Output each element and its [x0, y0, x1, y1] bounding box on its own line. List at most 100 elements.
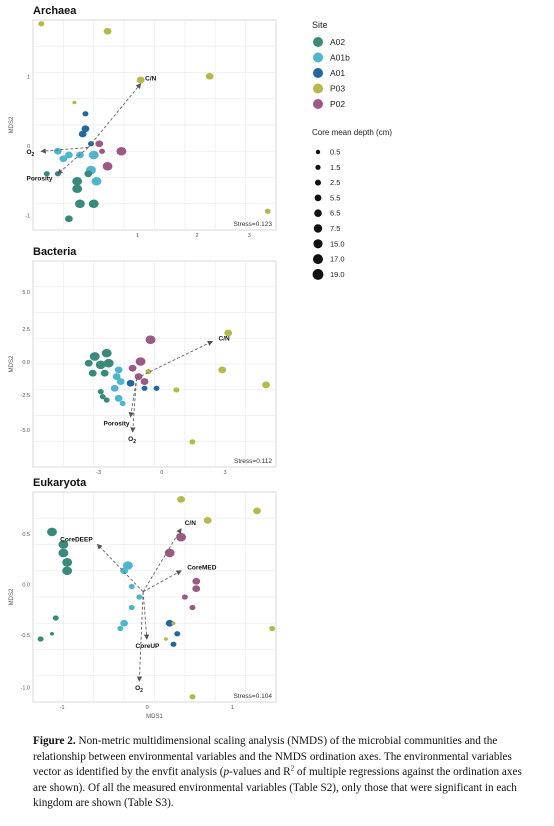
legend-site-swatch [313, 52, 323, 63]
legend-site-label: A01b [330, 53, 350, 63]
data-point-p03 [253, 507, 261, 515]
x-tick-label: 1 [136, 233, 139, 239]
data-point-a02 [88, 369, 97, 377]
figure-label: Figure 2. [33, 735, 76, 747]
data-point-p02 [116, 146, 127, 156]
legend-depth-label: 2.5 [330, 178, 340, 187]
x-tick-label: 3 [248, 233, 251, 239]
y-tick-label: -1.0 [21, 685, 30, 691]
legend-depth-swatch [315, 149, 321, 155]
data-point-p02 [145, 335, 156, 345]
legend-site-label: A02 [330, 37, 345, 47]
data-point-p03 [163, 637, 168, 641]
y-tick-label: 5.0 [22, 290, 30, 296]
vector-label: O2 [135, 685, 143, 694]
caption-text-2: -values and R [229, 766, 291, 778]
data-point-a01b [114, 366, 123, 374]
vector-arrow [142, 570, 182, 593]
legend-depth-swatch [312, 269, 324, 280]
data-point-a02 [72, 176, 83, 186]
data-point-p03 [72, 100, 77, 105]
data-point-p03 [203, 516, 212, 524]
data-point-a01b [128, 583, 135, 590]
vector-label: O2 [128, 436, 136, 445]
legend-depth-label: 0.5 [330, 148, 340, 157]
data-point-a02 [72, 184, 83, 194]
data-point-a01b [116, 378, 125, 385]
data-point-a02 [95, 360, 106, 370]
legend-depth-label: 6.5 [330, 209, 340, 218]
data-point-p02 [95, 140, 104, 148]
data-point-a01b [120, 619, 129, 627]
caption-text-1: Non-metric multidimensional scaling anal… [33, 735, 512, 778]
vector-label: Porosity [104, 421, 130, 428]
data-point-p02 [134, 373, 143, 380]
legend-depth-label: 15.0 [330, 239, 345, 248]
x-tick-label: 1 [231, 705, 234, 711]
legend-site-title: Site [312, 20, 328, 30]
data-point-a02 [97, 389, 104, 395]
legend-depth-swatch [314, 194, 322, 202]
x-tick-label: 2 [195, 233, 198, 239]
data-point-p03 [224, 329, 233, 337]
vector-label: CoreDEEP [60, 536, 93, 543]
vector-arrow [136, 340, 214, 379]
nmds-figure: Archaea MDS2 1 2 3 1 0 -1 C/N O2 Porosity Stress=0.… [9, 5, 392, 720]
figure-caption: Figure 2. Non-metric multidimensional sc… [33, 734, 533, 812]
data-point-p03 [171, 621, 176, 626]
y-tick-label: 0.5 [22, 532, 30, 538]
data-point-a01b [64, 151, 73, 159]
vector-arrow [142, 591, 150, 640]
panel-eukaryota: Eukaryota MDS2 MDS1 -1 0 1 0.5 0.0 -0.5 -1.0 C/N Co… [9, 477, 277, 720]
data-point-a01b [136, 594, 143, 600]
data-point-p03 [189, 439, 196, 445]
data-point-p03 [205, 72, 214, 80]
legend-site-swatch [313, 37, 323, 47]
data-point-a01 [165, 619, 174, 627]
vector-label: O2 [26, 149, 34, 158]
data-point-a01 [170, 641, 177, 647]
data-point-p02 [192, 585, 201, 592]
data-point-a02 [89, 352, 100, 361]
vector-arrow [96, 543, 144, 593]
data-point-a02 [62, 566, 73, 576]
y-axis-label: MDS2 [9, 355, 15, 372]
vector-label: Porosity [27, 175, 53, 182]
legend-depth-label: 1.5 [330, 163, 340, 172]
vector-arrow [57, 147, 89, 175]
legend-depth-swatch [315, 164, 321, 170]
caption-text-3: of multiple regressions against the ordi… [33, 766, 522, 809]
stress-value: Stress=0.123 [234, 221, 273, 228]
legend-site-swatch [313, 99, 323, 109]
y-tick-label: -2.5 [21, 393, 30, 399]
data-point-a02 [101, 348, 112, 358]
panel-bacteria: Bacteria MDS2 -3 0 3 5.0 2.5 0.0 -2.5 -5.0 C/N Poro… [9, 246, 277, 476]
y-axis-label: MDS2 [9, 116, 15, 133]
panel-title: Bacteria [33, 246, 77, 258]
y-tick-label: -1 [25, 213, 30, 219]
data-point-a01 [153, 385, 160, 391]
legend-depth-swatch [313, 224, 323, 233]
x-axis-label: MDS1 [146, 714, 163, 720]
legend-site-label: P03 [330, 84, 345, 94]
data-point-a02 [64, 215, 73, 223]
data-point-a01b [88, 150, 99, 160]
data-point-a01 [78, 130, 87, 138]
caption-p-values: p [223, 766, 230, 778]
data-point-p02 [176, 532, 187, 542]
legend-depth-label: 17.0 [330, 255, 345, 264]
data-point-p02 [102, 161, 113, 171]
data-point-p02 [164, 548, 175, 558]
data-point-a02 [52, 615, 59, 621]
x-tick-label: 3 [223, 470, 226, 476]
vector-arrow [128, 378, 138, 418]
y-tick-label: -0.5 [21, 633, 30, 639]
data-point-a01b [119, 400, 126, 406]
legend-site-label: A01 [330, 68, 345, 78]
y-tick-label: 1 [27, 75, 30, 81]
vector-label: CoreUP [136, 643, 161, 650]
data-point-p02 [140, 378, 149, 385]
data-point-p02 [189, 604, 196, 611]
data-point-a01 [81, 125, 90, 133]
y-tick-label: -5.0 [21, 428, 30, 434]
